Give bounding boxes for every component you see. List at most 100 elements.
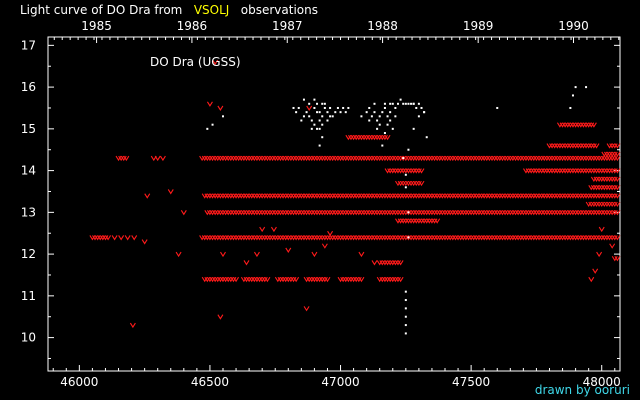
upper-limit-marker — [538, 210, 545, 216]
upper-limit-marker — [614, 255, 621, 262]
upper-limit-marker — [554, 193, 561, 199]
y-tick-label: 14 — [21, 164, 36, 178]
upper-limit-marker — [227, 193, 234, 199]
upper-limit-marker — [324, 235, 331, 241]
upper-limit-marker — [603, 185, 610, 191]
observation-point — [569, 106, 572, 109]
upper-limit-marker — [204, 193, 211, 199]
upper-limit-marker — [374, 155, 381, 162]
upper-limit-marker — [332, 235, 339, 241]
upper-limit-marker — [308, 210, 315, 216]
upper-limit-marker — [243, 235, 250, 241]
upper-limit-marker — [405, 168, 412, 174]
upper-limit-marker — [523, 193, 529, 199]
upper-limit-marker — [611, 143, 618, 149]
upper-limit-marker — [358, 276, 365, 283]
upper-limit-marker — [97, 235, 104, 241]
upper-limit-marker — [462, 155, 469, 162]
upper-limit-marker — [376, 134, 383, 141]
upper-limit-marker — [593, 201, 600, 208]
upper-limit-marker — [397, 235, 404, 241]
observation-point — [347, 106, 350, 109]
credit-text: drawn by ooruri — [534, 383, 630, 397]
upper-limit-marker — [314, 155, 320, 162]
upper-limit-marker — [603, 201, 610, 208]
upper-limit-marker — [436, 155, 443, 162]
upper-limit-marker — [384, 155, 391, 162]
upper-limit-marker — [405, 180, 412, 187]
upper-limit-marker — [585, 235, 592, 241]
upper-limit-marker — [295, 155, 302, 162]
upper-limit-marker — [272, 155, 279, 162]
upper-limit-marker — [452, 193, 459, 199]
upper-limit-marker — [528, 168, 535, 174]
upper-limit-marker — [523, 235, 529, 241]
upper-limit-marker — [348, 193, 354, 199]
upper-limit-marker — [426, 155, 433, 162]
upper-limit-marker — [449, 210, 456, 216]
upper-limit-marker — [421, 155, 428, 162]
observation-point — [313, 106, 316, 109]
upper-limit-marker — [611, 210, 618, 216]
observation-point — [334, 111, 337, 114]
observation-point — [316, 127, 319, 130]
upper-limit-marker — [261, 276, 268, 283]
upper-limit-marker — [418, 193, 425, 199]
upper-limit-marker — [442, 235, 448, 241]
year-tick-label: 1990 — [558, 19, 589, 33]
observation-point — [323, 102, 326, 105]
upper-limit-marker — [389, 210, 396, 216]
upper-limit-marker — [395, 155, 401, 162]
upper-limit-marker — [118, 235, 125, 241]
observation-point — [383, 106, 386, 109]
upper-limit-marker — [379, 134, 386, 141]
observation-point — [297, 106, 300, 109]
observation-point — [585, 86, 588, 89]
upper-limit-marker — [397, 180, 404, 187]
upper-limit-marker — [306, 155, 313, 162]
upper-limit-marker — [413, 235, 420, 241]
year-tick-label: 1989 — [463, 19, 494, 33]
upper-limit-marker — [512, 155, 519, 162]
upper-limit-marker — [596, 251, 603, 258]
observation-point — [381, 144, 384, 147]
observation-point — [386, 115, 389, 118]
upper-limit-marker — [551, 193, 558, 199]
upper-limit-marker — [233, 155, 240, 162]
upper-limit-marker — [261, 155, 268, 162]
observation-point — [412, 127, 415, 130]
upper-limit-marker — [256, 235, 263, 241]
upper-limit-marker — [308, 155, 315, 162]
upper-limit-marker — [499, 210, 506, 216]
upper-limit-marker — [303, 235, 310, 241]
upper-limit-marker — [502, 193, 509, 199]
upper-limit-marker — [290, 193, 297, 199]
upper-limit-marker — [559, 193, 566, 199]
upper-limit-marker — [421, 235, 428, 241]
upper-limit-marker — [222, 210, 229, 216]
upper-limit-marker — [381, 210, 388, 216]
upper-limit-marker — [468, 235, 475, 241]
upper-limit-marker — [311, 251, 318, 258]
upper-limit-marker — [303, 155, 310, 162]
upper-limit-marker — [240, 210, 247, 216]
upper-limit-marker — [609, 168, 616, 174]
star-annotation: DO Dra (UGSS) — [150, 55, 241, 69]
upper-limit-marker — [217, 235, 224, 241]
upper-limit-marker — [439, 235, 446, 241]
upper-limit-marker — [212, 155, 219, 162]
upper-limit-marker — [590, 201, 597, 208]
upper-limit-marker — [214, 235, 221, 241]
upper-limit-marker — [509, 210, 516, 216]
upper-limit-marker — [199, 235, 206, 241]
upper-limit-marker — [543, 155, 550, 162]
upper-limit-marker — [387, 168, 394, 174]
upper-limit-marker — [426, 218, 433, 224]
upper-limit-marker — [334, 235, 341, 241]
upper-limit-marker — [499, 235, 506, 241]
upper-limit-marker — [374, 134, 381, 141]
upper-limit-marker — [379, 193, 386, 199]
upper-limit-marker — [387, 155, 394, 162]
upper-limit-marker — [554, 143, 561, 149]
upper-limit-marker — [444, 155, 451, 162]
